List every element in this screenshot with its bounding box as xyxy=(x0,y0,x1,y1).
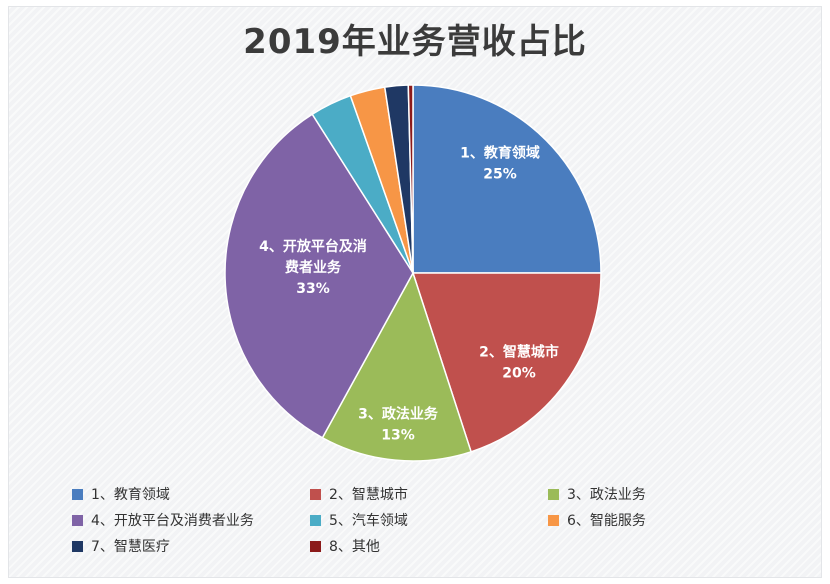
legend-label-4: 4、开放平台及消费者业务 xyxy=(91,513,254,529)
legend-label-8: 8、其他 xyxy=(329,539,380,555)
slice-label-3-line-2: 13% xyxy=(381,428,415,444)
slice-label-3-line-1: 3、政法业务 xyxy=(358,406,439,423)
slice-label-4-line-3: 33% xyxy=(296,281,330,297)
legend-label-7: 7、智慧医疗 xyxy=(91,539,170,555)
pie-slice-2 xyxy=(411,272,602,453)
slice-label-1-line-2: 25% xyxy=(483,167,517,183)
slice-label-4-line-2: 费者业务 xyxy=(285,259,342,276)
legend-item-5: 5、汽车领域 xyxy=(310,510,548,530)
legend-swatch-2 xyxy=(310,488,321,500)
legend-label-1: 1、教育领域 xyxy=(91,487,170,503)
legend-swatch-3 xyxy=(548,488,559,500)
legend-item-8: 8、其他 xyxy=(310,536,548,556)
legend-swatch-5 xyxy=(310,514,321,526)
legend-swatch-8 xyxy=(310,540,321,552)
pie-slice-8 xyxy=(407,84,414,274)
legend-label-2: 2、智慧城市 xyxy=(329,487,408,503)
slice-label-4-line-1: 4、开放平台及消 xyxy=(259,238,367,255)
pie-slice-3 xyxy=(321,271,473,462)
legend-item-1: 1、教育领域 xyxy=(72,484,310,504)
chart-title: 2019年业务营收占比 xyxy=(243,22,587,62)
legend-label-3: 3、政法业务 xyxy=(567,487,646,503)
legend-item-3: 3、政法业务 xyxy=(548,484,786,504)
pie-slice-4 xyxy=(224,113,414,439)
legend-label-6: 6、智能服务 xyxy=(567,513,646,529)
legend-item-4: 4、开放平台及消费者业务 xyxy=(72,510,310,530)
pie-slice-1 xyxy=(412,84,602,274)
legend-swatch-4 xyxy=(72,514,83,526)
legend-swatch-1 xyxy=(72,488,83,500)
slice-label-2-line-2: 20% xyxy=(502,366,536,382)
slice-label-2-line-1: 2、智慧城市 xyxy=(479,344,559,361)
legend-swatch-6 xyxy=(548,514,559,526)
legend: 1、教育领域 2、智慧城市 3、政法业务 4、开放平台及消费者业务 5、汽车领域 6、智能… xyxy=(72,484,792,556)
legend-item-6: 6、智能服务 xyxy=(548,510,786,530)
legend-item-2: 2、智慧城市 xyxy=(310,484,548,504)
legend-label-5: 5、汽车领域 xyxy=(329,513,408,529)
slice-label-1-line-1: 1、教育领域 xyxy=(460,145,540,162)
legend-swatch-7 xyxy=(72,540,83,552)
legend-item-7: 7、智慧医疗 xyxy=(72,536,310,556)
